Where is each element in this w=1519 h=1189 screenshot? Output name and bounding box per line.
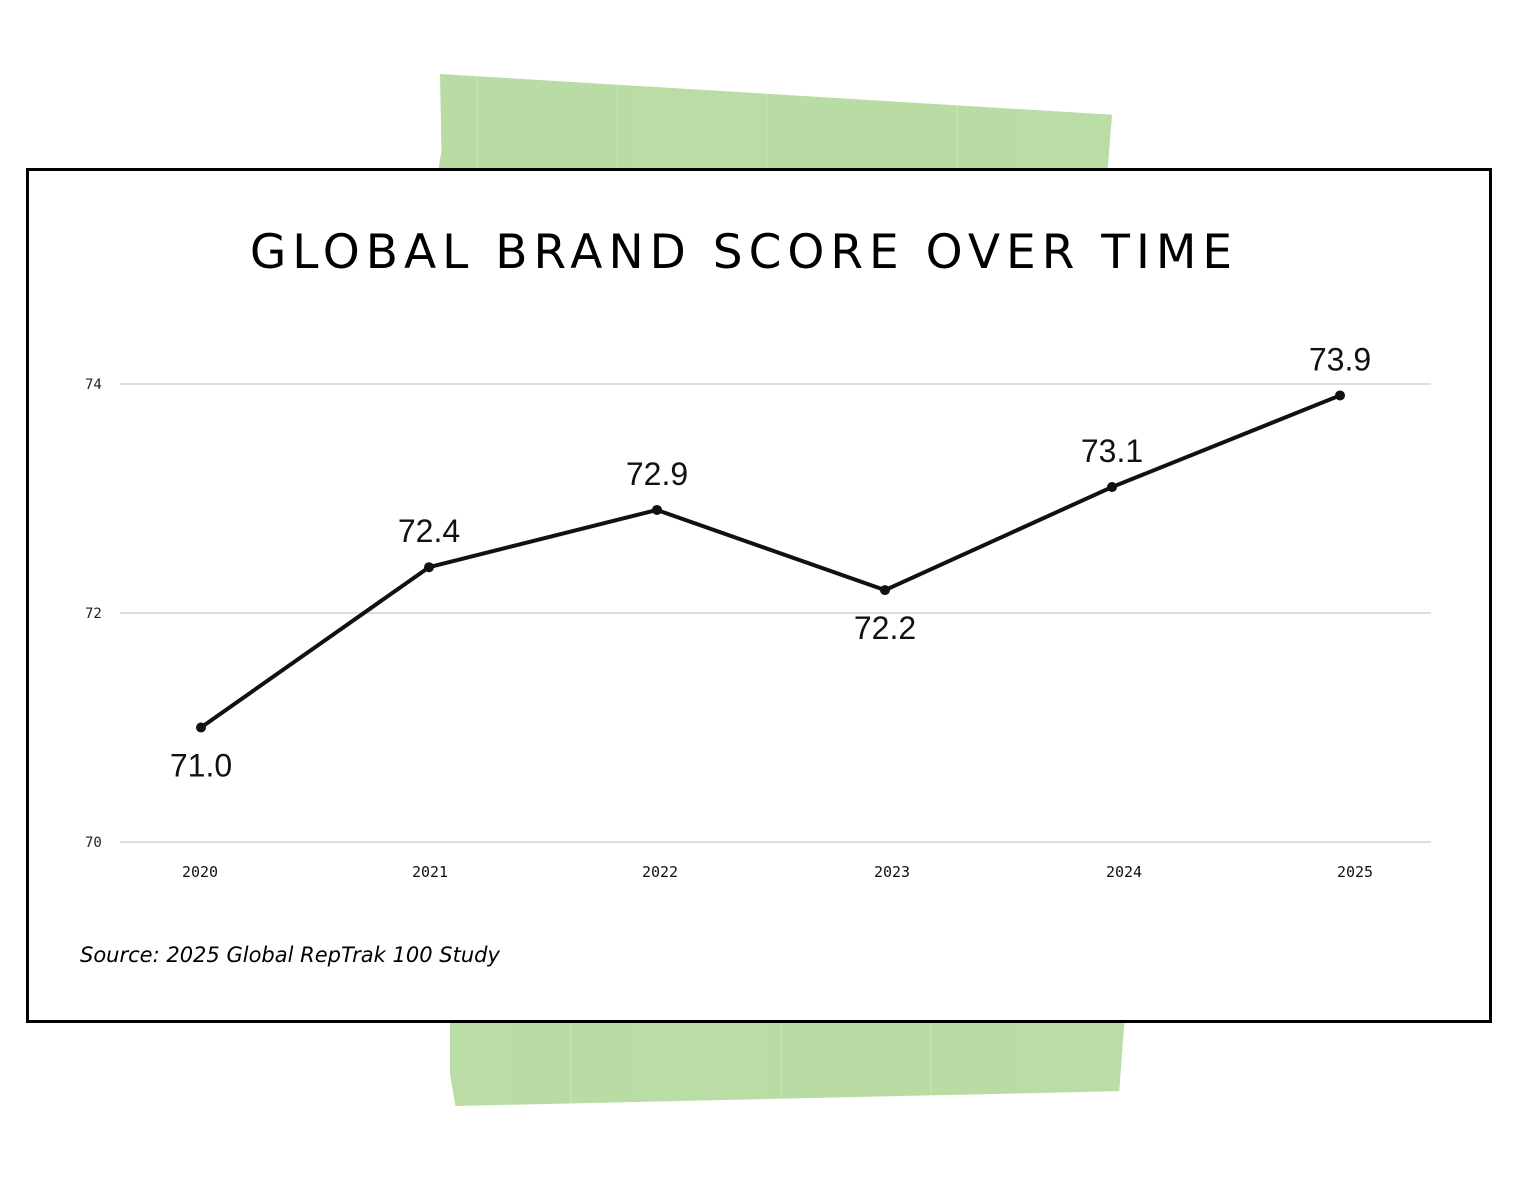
chart-card: GLOBAL BRAND SCORE OVER TIME 70 72 74 2020… — [26, 168, 1492, 1023]
y-tick-labels: 70 72 74 — [85, 377, 102, 851]
x-tick-label: 2022 — [642, 863, 678, 881]
chart-title: GLOBAL BRAND SCORE OVER TIME — [249, 225, 1239, 280]
x-tick-label: 2020 — [182, 863, 218, 881]
grid-lines — [120, 383, 1431, 843]
y-tick-label: 72 — [85, 606, 102, 622]
data-point — [424, 562, 434, 573]
data-label: 73.1 — [1081, 433, 1143, 469]
data-points — [196, 390, 1345, 733]
series-line-path — [199, 393, 1342, 730]
data-label: 72.4 — [398, 513, 460, 549]
data-point — [652, 504, 662, 515]
x-tick-label: 2021 — [412, 863, 448, 881]
data-point — [880, 585, 890, 596]
y-tick-label: 74 — [85, 377, 102, 393]
data-label: 72.9 — [626, 456, 688, 492]
y-tick-label: 70 — [85, 835, 102, 851]
x-tick-label: 2023 — [874, 863, 910, 881]
data-label: 71.0 — [170, 748, 232, 784]
data-labels: 71.0 72.4 72.9 72.2 73.1 73.9 — [170, 341, 1371, 783]
data-point — [1107, 482, 1117, 493]
data-label: 72.2 — [854, 610, 916, 646]
source-note: Source: 2025 Global RepTrak 100 Study — [80, 943, 500, 967]
x-tick-labels: 2020 2021 2022 2023 2024 2025 — [182, 863, 1373, 881]
series-line — [199, 393, 1342, 730]
data-point — [1335, 390, 1345, 401]
x-tick-label: 2025 — [1337, 863, 1373, 881]
data-label: 73.9 — [1309, 341, 1371, 377]
x-tick-label: 2024 — [1106, 863, 1142, 881]
line-chart: 70 72 74 2020 2021 2022 2023 2024 2025 71.0 72.4… — [85, 341, 1431, 881]
data-point — [196, 722, 206, 733]
